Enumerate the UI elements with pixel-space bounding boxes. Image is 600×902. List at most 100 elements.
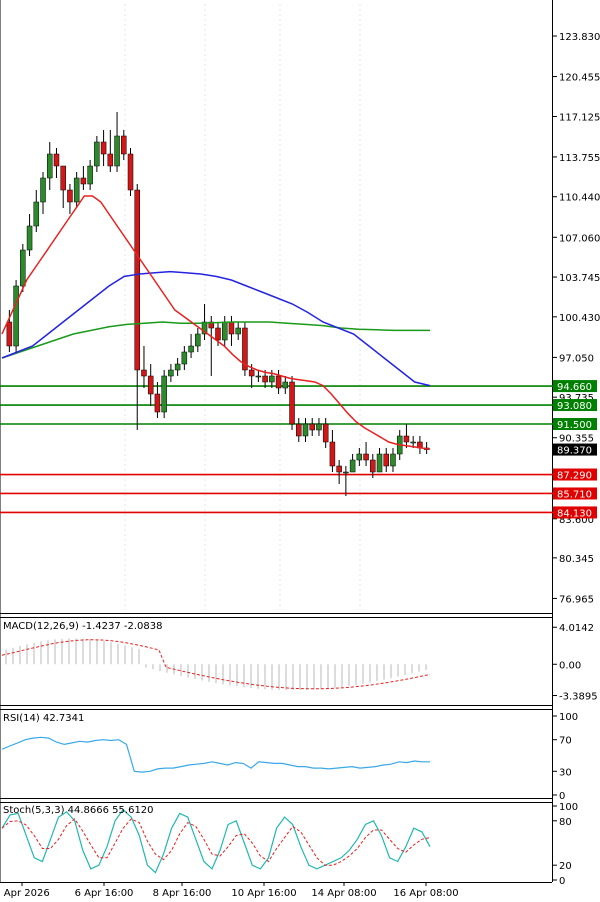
rsi-line (1, 736, 430, 773)
stoch-tick-label: 20 (559, 861, 572, 872)
horizontal-levels: 94.660 93.080 91.500 87.290 85.710 84.130 (0, 380, 597, 519)
candle-body-14 (100, 141, 107, 155)
x-tick-label: 14 Apr 08:00 (311, 888, 376, 899)
x-tick-label: 8 Apr 16:00 (153, 888, 212, 899)
y-tick-label: 123.830 (559, 32, 600, 43)
stoch-d-line (1, 818, 431, 866)
x-tick-label: 1 Apr 2026 (0, 888, 50, 899)
y-tick-label: 120.455 (559, 73, 600, 84)
rsi-tick-label: 0 (559, 791, 565, 802)
last-price-label: 89.370 (557, 446, 592, 457)
candle-body-22 (154, 393, 161, 413)
candle-body-6 (46, 153, 53, 179)
rsi-tick-label: 70 (559, 736, 572, 747)
candle-body-43 (296, 423, 302, 437)
ma-slow-line (1, 270, 431, 387)
candle-body-46 (316, 423, 322, 431)
candle-body-50 (343, 471, 349, 474)
macd-tick-label: 0.00 (559, 660, 581, 671)
stoch-k-line (1, 808, 431, 874)
stoch-label: Stoch(5,3,3) 44.8666 55.6120 (3, 805, 154, 816)
candle-body-8 (60, 165, 66, 191)
candle-body-30 (208, 321, 215, 329)
macd-tick-label: -3.3895 (559, 692, 598, 703)
candle-body-29 (201, 321, 208, 335)
candle-body-38 (262, 375, 268, 383)
candle-body-55 (376, 453, 383, 473)
candle-body-2 (20, 249, 26, 287)
candle-body-10 (73, 177, 80, 203)
y-tick-label: 90.355 (559, 434, 594, 445)
ma-fast-line (1, 195, 431, 450)
candle-body-9 (67, 189, 73, 203)
candle-body-49 (336, 465, 342, 473)
y-tick-label: 117.125 (559, 113, 600, 124)
rsi-tick-label: 30 (559, 767, 572, 778)
ma-long-line (1, 321, 430, 359)
y-tick-label: 100.430 (559, 313, 600, 324)
level-label: 94.660 (557, 382, 592, 393)
candle-body-31 (215, 327, 221, 341)
stoch-tick-label: 0 (559, 876, 565, 887)
level-label: 84.130 (557, 508, 592, 519)
candle-body-52 (356, 453, 363, 461)
candle-body-32 (221, 321, 228, 341)
y-tick-label: 97.050 (559, 353, 594, 364)
candle-body-33 (228, 321, 235, 335)
candle-body-44 (302, 423, 309, 437)
macd-label: MACD(12,26,9) -1.4237 -2.0838 (3, 621, 163, 632)
y-tick-label: 103.745 (559, 273, 600, 284)
panel-frames (0, 0, 553, 883)
candle-body-11 (80, 177, 87, 185)
candle-body-13 (94, 141, 100, 167)
level-tag-1 (553, 399, 597, 412)
candle-body-53 (363, 453, 369, 461)
last-price-tag (553, 443, 597, 456)
level-tag-0 (553, 380, 597, 393)
candle-body-15 (107, 153, 114, 167)
level-tag-2 (553, 418, 597, 430)
y-tick-label: 113.755 (559, 153, 600, 164)
candle-body-59 (403, 435, 410, 443)
candle-body-60 (410, 441, 416, 444)
x-axis: 1 Apr 2026 6 Apr 16:00 8 Apr 16:00 10 Apr 1… (0, 882, 459, 899)
last-price-marker: 89.370 (553, 443, 597, 457)
candle-body-41 (282, 381, 289, 389)
macd-signal-line (1, 639, 431, 690)
x-tick-label: 16 Apr 08:00 (393, 888, 458, 899)
candle-body-26 (181, 351, 188, 365)
y-tick-label: 83.600 (559, 515, 594, 526)
candle-body-3 (26, 225, 33, 251)
candle-body-36 (248, 369, 255, 377)
stoch-tick-label: 80 (559, 817, 572, 828)
candle-body-27 (188, 345, 194, 353)
rsi-label: RSI(14) 42.7341 (3, 713, 84, 724)
moving-averages (1, 195, 431, 450)
candle-body-35 (242, 327, 248, 371)
candle-body-42 (289, 381, 295, 425)
x-tick-label: 10 Apr 16:00 (231, 888, 296, 899)
candle-body-48 (329, 441, 336, 467)
candle-body-1 (13, 285, 19, 347)
candlesticks (6, 112, 430, 496)
level-label: 87.290 (557, 471, 592, 482)
y-tick-label: 80.345 (559, 554, 594, 565)
candle-body-37 (255, 375, 262, 378)
candle-body-39 (269, 375, 275, 383)
level-label: 91.500 (557, 420, 592, 431)
candle-body-19 (134, 189, 140, 371)
candle-body-7 (53, 153, 60, 167)
y-tick-label: 107.060 (559, 233, 600, 244)
main-grid (124, 4, 361, 610)
rsi-panel: 100 70 30 0 (1, 712, 578, 802)
candle-body-0 (6, 321, 13, 347)
main-y-axis: 123.830 120.455 117.125 113.755 110.440 107.0… (553, 32, 600, 605)
x-tick-label: 6 Apr 16:00 (75, 888, 134, 899)
candle-body-40 (275, 375, 282, 389)
y-tick-label: 93.735 (559, 393, 594, 404)
candle-body-20 (141, 369, 147, 377)
candle-body-56 (383, 453, 390, 467)
level-tag-5 (553, 506, 597, 519)
level-tag-4 (553, 487, 597, 500)
